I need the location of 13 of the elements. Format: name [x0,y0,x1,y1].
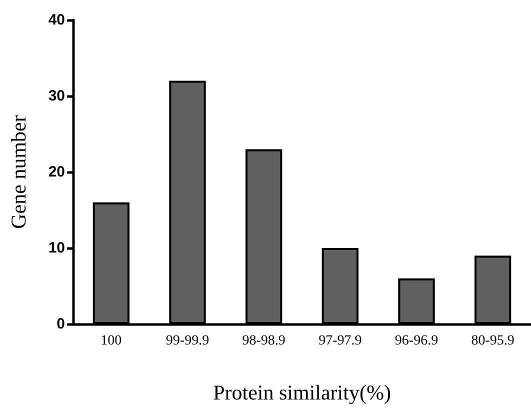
y-axis-title: Gene number [6,115,30,229]
y-tick-label: 40 [48,12,65,28]
x-tick-label: 98-98.9 [242,334,286,348]
x-tick-label: 99-99.9 [166,334,210,348]
y-tick-label: 20 [48,164,65,180]
x-axis-title: Protein similarity(%) [213,380,391,404]
y-tick-label: 0 [56,316,65,332]
y-tick-label: 10 [48,240,65,256]
x-tick-label: 80-95.9 [471,334,514,348]
y-tick-label: 30 [48,88,65,104]
x-tick-label: 96-96.9 [394,334,438,348]
x-tick-label: 97-97.9 [318,334,362,348]
x-tick-label: 100 [100,334,122,348]
